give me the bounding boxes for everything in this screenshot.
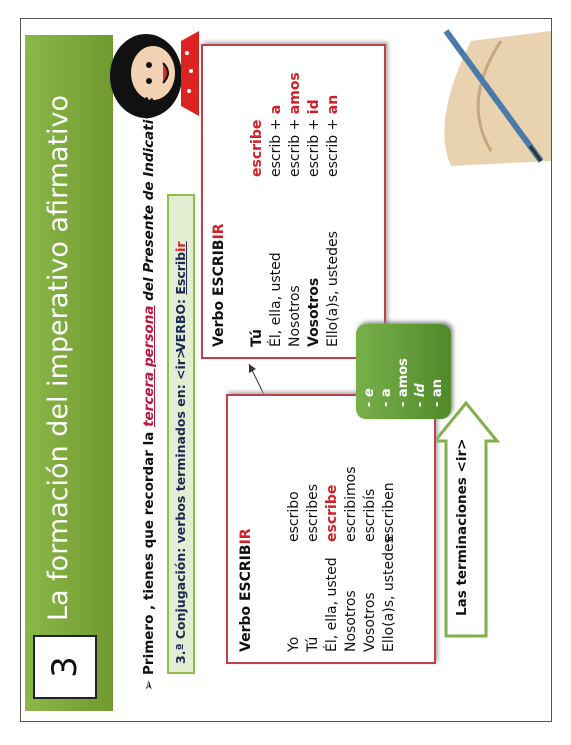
decorations: [110, 29, 551, 638]
verb-ending: ir: [173, 241, 188, 252]
verb-form: escrib + a: [268, 105, 284, 177]
stem: escrib +: [287, 114, 303, 177]
person: Ello(a)s, ustedes: [325, 231, 341, 347]
form: escribe: [249, 119, 265, 177]
verb: VERBO: Escribir: [169, 241, 193, 352]
verb-form: escrib + id: [306, 99, 322, 177]
table-row: Nosotros escrib + amos: [287, 72, 303, 347]
table-row: Ello(a)s, ustedes escriben: [381, 482, 397, 652]
table-row: Vosotros escrib + id: [306, 99, 322, 347]
person: Tú: [249, 329, 265, 347]
endings-arrow: [431, 400, 501, 638]
title-stem: Verbo ESCRIB: [238, 544, 254, 652]
conjugation-box: 3.ª Conjugación: verbos terminados en: <…: [167, 194, 195, 674]
ending: - amos: [396, 358, 411, 407]
verb-label: VERBO:: [173, 294, 188, 352]
ending: - id: [413, 383, 428, 407]
endings-box: - e- a- amos - id - an: [356, 324, 451, 419]
ending: id: [306, 99, 322, 115]
indicative-title: Verbo ESCRIBIR: [238, 528, 254, 652]
ending: amos: [287, 72, 303, 115]
table-row: Él, ella, usted escrib + a: [268, 105, 284, 347]
person: Nosotros: [287, 285, 303, 347]
intro-prefix: Primero , tienes que recordar la: [141, 426, 157, 675]
person: Tú: [305, 636, 321, 652]
verb-form: escrib + an: [325, 95, 341, 177]
table-row: Tú escribe: [249, 120, 265, 347]
verb-form: escribimos: [343, 466, 359, 542]
person: Nosotros: [343, 590, 359, 652]
table-row: Yo escribo: [286, 491, 302, 652]
verb-form: escribe: [249, 120, 265, 177]
slide: 3 La formación del imperativo afirmativo…: [20, 18, 552, 722]
intro-suffix: del Presente de Indicativo:: [141, 96, 157, 306]
table-row: Nosotros escribimos: [343, 466, 359, 652]
intro-text: ➢ Primero , tienes que recordar la terce…: [141, 96, 157, 691]
person: Vosotros: [306, 277, 322, 347]
stem: escrib +: [325, 114, 341, 177]
stem: escrib +: [306, 114, 322, 177]
verb-form: escribe: [324, 484, 340, 542]
character-illustration: [110, 31, 199, 118]
table-row: Ello(a)s, ustedes escrib + an: [325, 95, 341, 347]
ending: an: [325, 94, 341, 115]
verb-form: escriben: [381, 482, 397, 542]
imperative-title: Verbo ESCRIBIR: [211, 223, 227, 347]
table-row: Vosotros escribís: [362, 489, 378, 652]
title-stem: Verbo ESCRIB: [211, 239, 227, 347]
verb-form: escribo: [286, 491, 302, 542]
table-row: Tú escribes: [305, 484, 321, 652]
verb-form: escrib + amos: [287, 72, 303, 177]
table-row: Él, ella, usted escribe: [324, 485, 340, 652]
ending: - an: [430, 379, 445, 407]
ending: a: [268, 104, 284, 115]
person: Él, ella, usted: [268, 252, 284, 347]
person: Yo: [286, 636, 302, 652]
imperative-box: Verbo ESCRIBIR Tú escribe Él, ella, usted e…: [201, 44, 386, 359]
ending: - a: [379, 388, 394, 407]
arrow-label: Las terminaciones <ir>: [454, 438, 470, 616]
person: Él, ella, usted: [324, 557, 340, 652]
verb-form: escribes: [305, 483, 321, 542]
verb-stem: Escrib: [173, 251, 188, 295]
person: Vosotros: [362, 592, 378, 652]
verb-form: escribís: [362, 488, 378, 542]
title-ending: IR: [238, 528, 254, 545]
conjugation-label: 3.ª Conjugación: verbos terminados en: <…: [173, 348, 188, 664]
stem: escrib +: [268, 114, 284, 177]
bullet: ➢: [141, 679, 157, 691]
indicative-box: Verbo ESCRIBIR Yo escribo Tú escribes Él, el…: [226, 394, 436, 664]
intro-emphasis: tercera persona: [141, 305, 157, 427]
person: Ello(a)s, ustedes: [381, 536, 397, 652]
pen-illustration: [443, 29, 551, 166]
ending: - e: [362, 388, 377, 407]
title-ending: IR: [211, 223, 227, 240]
